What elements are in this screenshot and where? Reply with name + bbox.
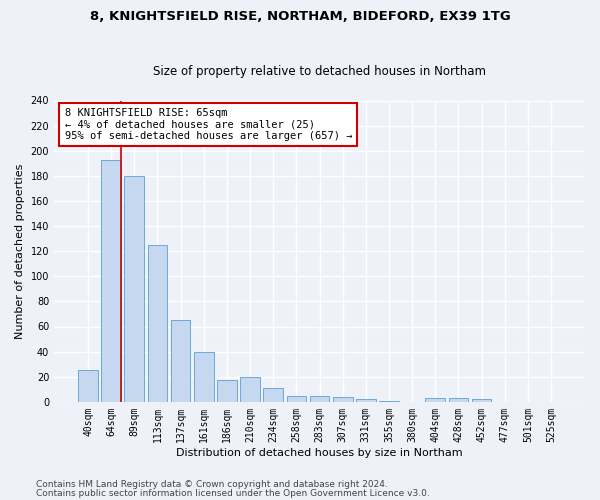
X-axis label: Distribution of detached houses by size in Northam: Distribution of detached houses by size … xyxy=(176,448,463,458)
Title: Size of property relative to detached houses in Northam: Size of property relative to detached ho… xyxy=(153,66,486,78)
Bar xyxy=(148,245,167,402)
Text: Contains public sector information licensed under the Open Government Licence v3: Contains public sector information licen… xyxy=(36,488,430,498)
Bar xyxy=(379,400,399,402)
Text: 8 KNIGHTSFIELD RISE: 65sqm
← 4% of detached houses are smaller (25)
95% of semi-: 8 KNIGHTSFIELD RISE: 65sqm ← 4% of detac… xyxy=(65,108,352,141)
Bar xyxy=(310,396,329,402)
Bar xyxy=(240,376,260,402)
Y-axis label: Number of detached properties: Number of detached properties xyxy=(15,164,25,339)
Bar xyxy=(449,398,468,402)
Bar xyxy=(263,388,283,402)
Bar xyxy=(124,176,144,402)
Bar xyxy=(287,396,306,402)
Bar xyxy=(356,400,376,402)
Bar xyxy=(333,397,353,402)
Text: 8, KNIGHTSFIELD RISE, NORTHAM, BIDEFORD, EX39 1TG: 8, KNIGHTSFIELD RISE, NORTHAM, BIDEFORD,… xyxy=(89,10,511,23)
Text: Contains HM Land Registry data © Crown copyright and database right 2024.: Contains HM Land Registry data © Crown c… xyxy=(36,480,388,489)
Bar xyxy=(101,160,121,402)
Bar xyxy=(171,320,190,402)
Bar xyxy=(425,398,445,402)
Bar xyxy=(194,352,214,402)
Bar xyxy=(78,370,98,402)
Bar xyxy=(472,400,491,402)
Bar xyxy=(217,380,237,402)
